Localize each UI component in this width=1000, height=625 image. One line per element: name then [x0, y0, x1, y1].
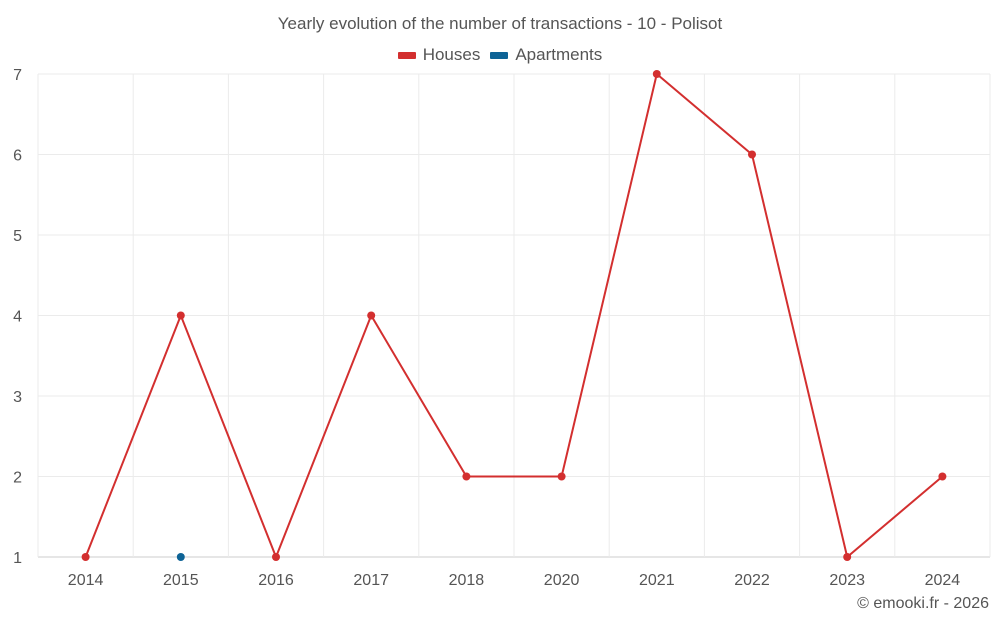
x-tick-label: 2022 [734, 572, 770, 589]
copyright-credit: © emooki.fr - 2026 [857, 595, 989, 612]
data-point-houses [652, 70, 661, 78]
y-tick-label: 2 [13, 470, 22, 487]
y-tick-label: 3 [13, 389, 22, 406]
x-tick-label: 2020 [544, 572, 580, 589]
legend-label-houses: Houses [422, 45, 481, 64]
x-tick-label: 2018 [449, 572, 485, 589]
y-tick-label: 7 [13, 67, 22, 84]
x-tick-label: 2017 [353, 572, 389, 589]
data-point-houses [272, 553, 280, 561]
data-point-houses [462, 472, 471, 481]
x-tick-label: 2023 [829, 572, 865, 589]
legend-label-apartments: Apartments [515, 45, 603, 64]
legend-item-houses[interactable]: Houses [397, 45, 481, 65]
x-tick-label: 2021 [639, 572, 675, 589]
legend-swatch-houses [397, 51, 416, 59]
data-point-houses [843, 553, 852, 561]
x-tick-label: 2016 [258, 572, 294, 589]
y-tick-label: 1 [13, 550, 22, 567]
x-tick-label: 2014 [68, 572, 104, 589]
y-tick-label: 4 [13, 309, 22, 326]
x-tick-label: 2024 [925, 572, 961, 589]
data-point-houses [748, 150, 756, 159]
x-tick-label: 2015 [163, 572, 199, 589]
data-point-houses [81, 553, 90, 561]
series-line-houses [84, 73, 944, 558]
chart-legend: Houses Apartments [0, 45, 1000, 65]
legend-swatch-apartments [490, 51, 509, 59]
data-point-houses [557, 472, 566, 481]
data-point-houses [176, 311, 185, 320]
legend-item-apartments[interactable]: Apartments [490, 45, 602, 65]
data-point-apartments [176, 553, 185, 561]
data-point-houses [367, 311, 376, 320]
y-tick-label: 6 [13, 148, 22, 165]
y-tick-label: 5 [13, 228, 22, 245]
chart-title: Yearly evolution of the number of transa… [277, 14, 723, 33]
data-point-houses [938, 472, 947, 481]
